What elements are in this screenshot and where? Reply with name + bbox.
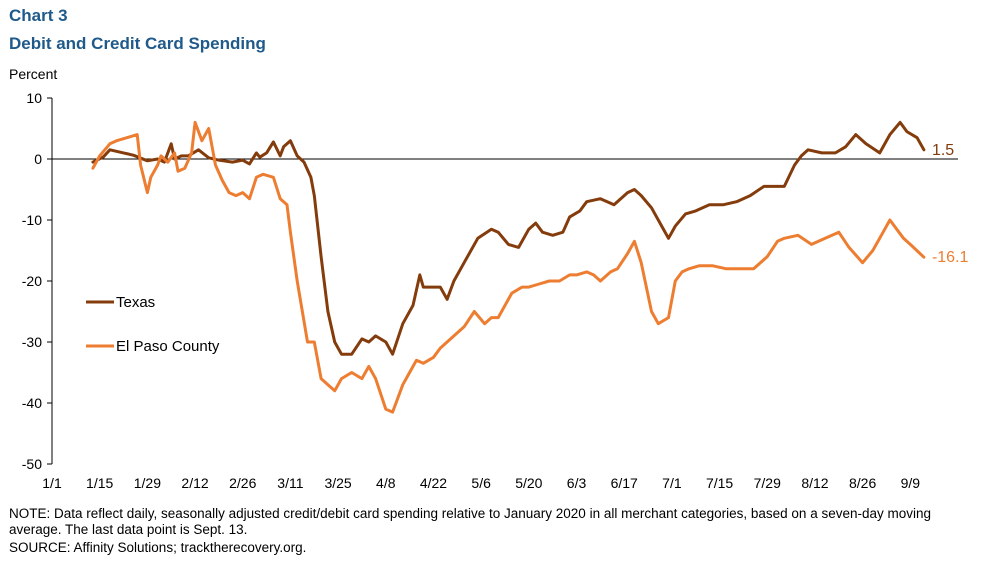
x-tick-label: 7/29 (754, 475, 781, 491)
end-label-el-paso: -16.1 (932, 249, 969, 266)
x-tick-label: 4/22 (420, 475, 447, 491)
x-tick-label: 5/6 (471, 475, 491, 491)
x-tick-label: 8/26 (849, 475, 876, 491)
chart-legend: Texas El Paso County (86, 294, 220, 355)
y-axis-unit-label: Percent (9, 66, 58, 82)
y-tick-label: -40 (22, 395, 42, 411)
x-tick-label: 6/17 (611, 475, 638, 491)
y-tick-label: -20 (22, 273, 42, 289)
y-tick-label: -30 (22, 334, 42, 350)
x-tick-label: 5/20 (515, 475, 542, 491)
end-label-texas: 1.5 (932, 142, 954, 159)
series-line-el-paso (91, 120, 926, 414)
x-tick-label: 2/26 (229, 475, 256, 491)
x-tick-label: 2/12 (181, 475, 208, 491)
x-tick-label: 1/1 (42, 475, 62, 491)
y-tick-label: -10 (22, 212, 42, 228)
x-tick-label: 7/1 (662, 475, 682, 491)
x-tick-label: 9/9 (901, 475, 921, 491)
chart-number: Chart 3 (9, 6, 68, 25)
x-tick-label: 4/8 (376, 475, 396, 491)
chart-series (91, 120, 926, 414)
legend-label-texas: Texas (116, 294, 155, 311)
series-line-texas (91, 120, 926, 356)
x-tick-label: 6/3 (567, 475, 587, 491)
legend-label-el-paso: El Paso County (116, 338, 220, 355)
chart-source: SOURCE: Affinity Solutions; trackthereco… (9, 540, 307, 555)
x-tick-label: 3/11 (277, 475, 303, 491)
y-tick-label: -50 (22, 456, 42, 472)
x-tick-label: 7/15 (706, 475, 733, 491)
chart-title: Debit and Credit Card Spending (9, 34, 266, 53)
y-tick-label: 0 (34, 151, 42, 167)
chart-note: NOTE: Data reflect daily, seasonally adj… (9, 506, 932, 537)
line-chart: 10 0 -10 -20 -30 -40 -501/1 1/15 1/29 2/12 2/26 3/1… (22, 90, 969, 491)
series-end-labels: 1.5 -16.1 (932, 142, 969, 266)
y-tick-label: 10 (26, 90, 42, 106)
x-tick-label: 3/25 (324, 475, 351, 491)
chart-axes: 10 0 -10 -20 -30 -40 -501/1 1/15 1/29 2/12 2/26 3/1… (22, 90, 958, 491)
x-tick-label: 8/12 (801, 475, 828, 491)
x-tick-label: 1/29 (134, 475, 161, 491)
x-tick-label: 1/15 (86, 475, 113, 491)
